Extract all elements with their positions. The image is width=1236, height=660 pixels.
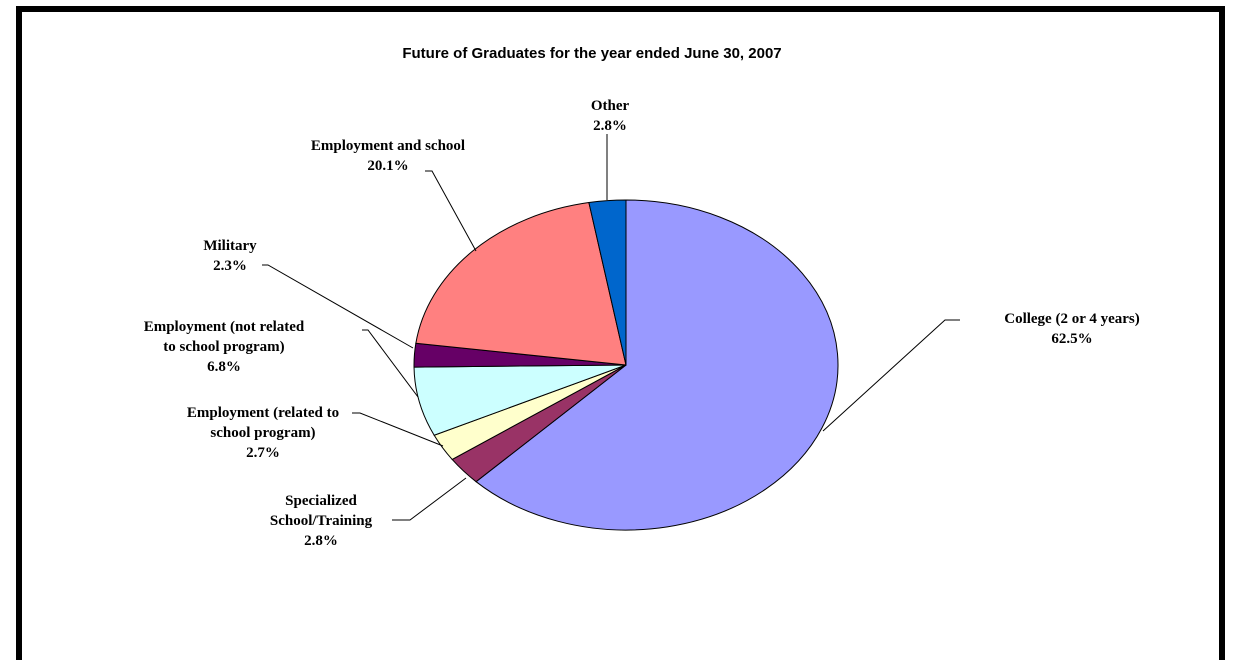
pie-slice-6 (415, 201, 627, 366)
slice-label-line: to school program) (163, 339, 284, 355)
leader-line-2 (392, 477, 467, 521)
slice-label-3: Employment (related to school program) 2.7… (187, 405, 339, 461)
slices-layer (413, 199, 839, 531)
leaders-layer (262, 134, 960, 521)
slice-label-line: school program) (210, 425, 315, 441)
leader-line-1 (822, 319, 960, 432)
slice-value: 2.3% (213, 258, 247, 274)
slice-label-line: School/Training (270, 513, 373, 529)
slice-label-line: Other (591, 98, 630, 114)
slice-value: 2.8% (304, 533, 338, 549)
pie-slice-7 (588, 199, 627, 366)
leader-line-3 (352, 412, 444, 447)
slice-value: 62.5% (1051, 331, 1092, 347)
slice-label-line: Employment (related to (187, 405, 339, 421)
slice-label-line: Employment and school (311, 138, 465, 154)
slice-value: 2.8% (593, 118, 627, 134)
slice-label-line: Employment (not related (144, 319, 305, 335)
leader-line-6 (425, 170, 477, 252)
slice-label-1: College (2 or 4 years) 62.5% (1004, 311, 1140, 347)
slice-label-line: College (2 or 4 years) (1004, 311, 1140, 327)
slice-label-5: Military 2.3% (203, 238, 257, 274)
slice-label-6: Employment and school 20.1% (311, 138, 465, 174)
leader-line-4 (362, 329, 419, 398)
pie-slice-1 (475, 199, 839, 531)
slice-label-2: Specialized School/Training 2.8% (270, 493, 373, 549)
slice-value: 6.8% (207, 359, 241, 375)
slice-value: 2.7% (246, 445, 280, 461)
slice-label-line: Military (203, 238, 257, 254)
slice-label-line: Specialized (285, 493, 357, 509)
slice-value: 20.1% (367, 158, 408, 174)
labels-layer: College (2 or 4 years) 62.5% Specialized Sc… (144, 98, 1140, 549)
chart-title: Future of Graduates for the year ended J… (402, 45, 781, 62)
slice-label-7: Other 2.8% (591, 98, 630, 134)
slice-label-4: Employment (not related to school program… (144, 319, 305, 375)
leader-line-5 (262, 264, 414, 349)
